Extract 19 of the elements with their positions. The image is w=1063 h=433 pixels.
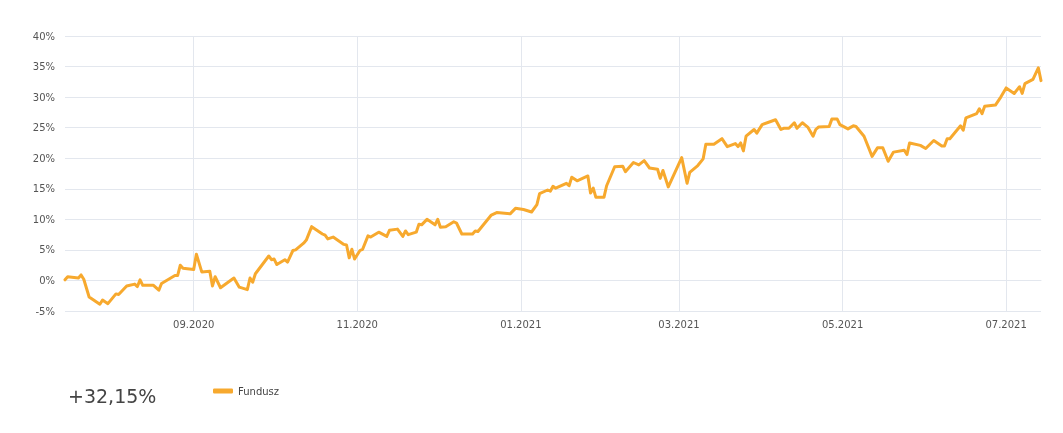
y-tick-label: 30% bbox=[32, 91, 55, 103]
y-tick-label: 5% bbox=[39, 244, 55, 256]
x-tick-label: 09.2020 bbox=[173, 318, 215, 330]
y-tick-label: 35% bbox=[32, 61, 55, 73]
line-series bbox=[63, 66, 1043, 306]
x-tick-label: 05.2021 bbox=[821, 318, 864, 330]
x-tick-label: 03.2021 bbox=[658, 318, 700, 330]
x-tick-label: 01.2021 bbox=[500, 318, 542, 330]
y-tick-label: 25% bbox=[32, 122, 55, 134]
y-tick-label: 40% bbox=[32, 30, 55, 42]
legend-label: Fundusz bbox=[238, 385, 280, 397]
y-tick-label: -5% bbox=[35, 305, 55, 317]
y-tick-label: 15% bbox=[32, 183, 55, 195]
text: +32,15% bbox=[68, 384, 157, 407]
y-tick-label: 0% bbox=[39, 274, 55, 286]
x-tick-label: 11.2020 bbox=[336, 318, 378, 330]
y-tick-label: 20% bbox=[32, 152, 55, 164]
x-tick-label: 07.2021 bbox=[985, 318, 1027, 330]
y-tick-label: 10% bbox=[32, 213, 55, 225]
